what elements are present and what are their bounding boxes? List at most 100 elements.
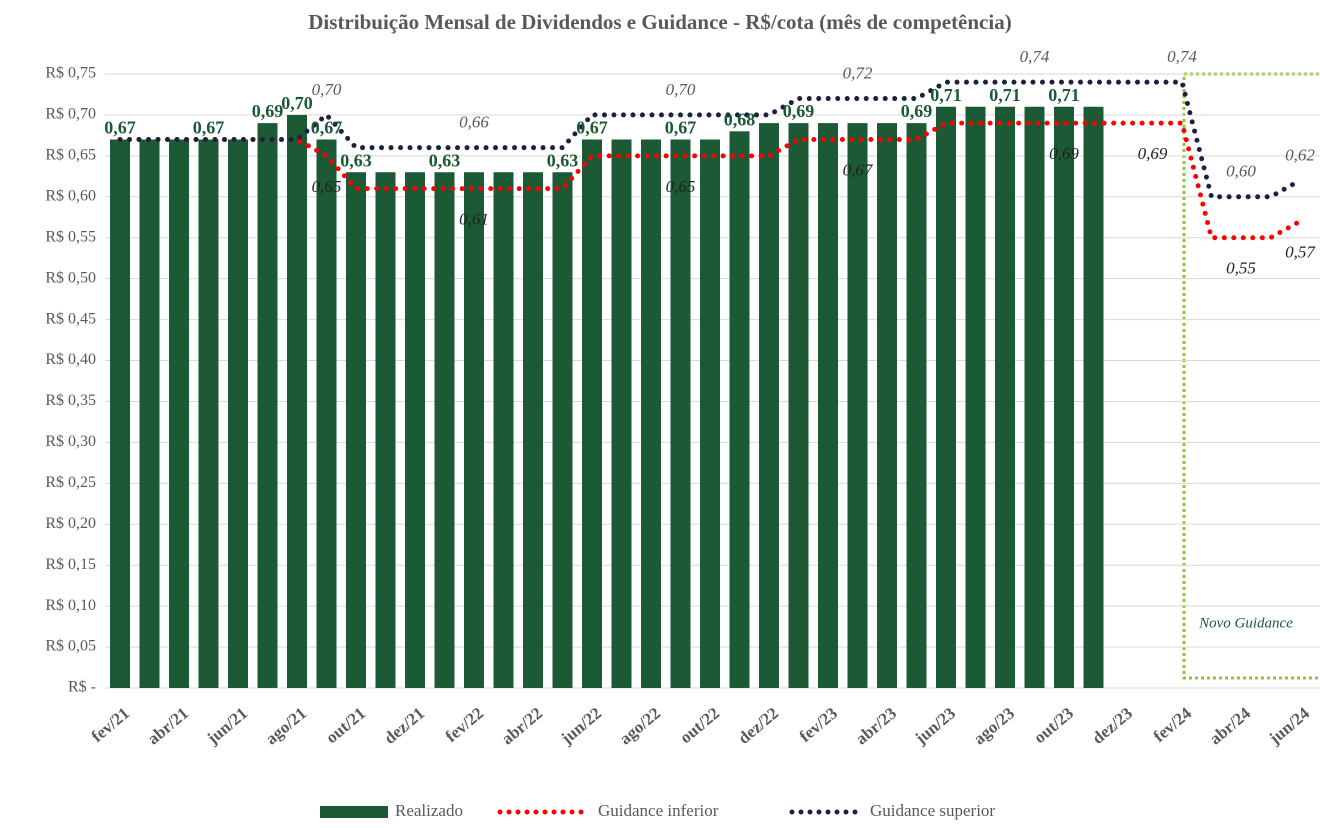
x-tick-label: ago/22 — [616, 704, 664, 749]
y-tick-label: R$ 0,50 — [45, 269, 96, 286]
legend-label: Guidance superior — [870, 801, 995, 820]
data-label: 0,63 — [547, 150, 579, 170]
bar — [287, 114, 307, 688]
y-tick-label: R$ 0,15 — [45, 556, 96, 573]
data-label: 0,74 — [1020, 47, 1050, 66]
data-label: 0,67 — [665, 118, 697, 138]
annotation: Novo Guidance — [1198, 615, 1293, 631]
y-tick-label: R$ - — [68, 679, 96, 696]
x-tick-label: dez/22 — [734, 704, 782, 748]
bar — [110, 139, 130, 688]
data-label: 0,74 — [1167, 47, 1197, 66]
bar — [847, 123, 868, 689]
data-label: 0,71 — [989, 85, 1021, 105]
x-tick-label: out/21 — [322, 704, 369, 748]
bar — [198, 139, 219, 688]
bar — [906, 123, 927, 689]
x-tick-label: fev/21 — [88, 704, 133, 746]
x-tick-label: abr/22 — [498, 704, 546, 749]
data-label: 0,69 — [252, 101, 284, 121]
data-label: 0,71 — [1048, 85, 1080, 105]
y-tick-label: R$ 0,40 — [45, 351, 96, 368]
x-tick-label: jun/23 — [911, 704, 959, 749]
bar — [552, 172, 573, 689]
bar — [877, 123, 897, 689]
bar — [788, 123, 809, 689]
bar — [582, 139, 602, 688]
y-tick-label: R$ 0,65 — [45, 147, 96, 164]
data-label: 0,55 — [1226, 259, 1256, 278]
data-label: 0,69 — [783, 101, 815, 121]
bar — [1083, 106, 1104, 689]
data-label: 0,61 — [459, 210, 489, 229]
bar — [405, 172, 425, 689]
bar — [611, 139, 632, 688]
data-label: 0,69 — [1049, 144, 1079, 163]
x-tick-label: jun/22 — [557, 704, 605, 749]
x-tick-label: abr/24 — [1206, 703, 1255, 748]
data-label: 0,67 — [576, 118, 608, 138]
data-label: 0,67 — [843, 160, 874, 179]
data-label: 0,72 — [843, 63, 873, 82]
data-label: 0,65 — [312, 177, 342, 196]
data-label: 0,67 — [311, 118, 343, 138]
x-tick-label: ago/21 — [262, 704, 310, 749]
legend-label: Guidance inferior — [598, 801, 719, 820]
bar — [1054, 106, 1074, 689]
data-label: 0,62 — [1285, 145, 1315, 164]
bar — [818, 123, 838, 689]
data-label: 0,67 — [193, 118, 225, 138]
data-label: 0,63 — [340, 150, 372, 170]
y-tick-label: R$ 0,55 — [45, 228, 96, 245]
data-label: 0,71 — [930, 85, 962, 105]
x-tick-label: out/22 — [676, 704, 723, 748]
bar — [759, 123, 779, 689]
y-tick-label: R$ 0,20 — [45, 515, 96, 532]
bar — [670, 139, 691, 688]
data-label: 0,69 — [901, 101, 933, 121]
bar — [995, 106, 1015, 689]
data-label: 0,66 — [459, 113, 489, 132]
x-tick-label: fev/24 — [1150, 703, 1196, 746]
bar — [523, 172, 543, 689]
legend-swatch — [320, 806, 388, 818]
line — [117, 79, 1303, 200]
legend-label: Realizado — [395, 801, 463, 820]
data-label: 0,60 — [1226, 162, 1256, 181]
bar — [700, 139, 720, 688]
data-label: 0,68 — [724, 109, 756, 129]
x-tick-label: abr/21 — [144, 704, 192, 749]
x-tick-label: fev/22 — [442, 704, 487, 746]
data-label: 0,70 — [281, 93, 313, 113]
bar — [729, 131, 750, 689]
y-tick-label: R$ 0,25 — [45, 474, 96, 491]
data-label: 0,65 — [666, 177, 696, 196]
y-tick-label: R$ 0,05 — [45, 638, 96, 655]
bar — [346, 172, 366, 689]
data-label: 0,70 — [312, 80, 342, 99]
bar — [1024, 106, 1045, 689]
chart-title: Distribuição Mensal de Dividendos e Guid… — [308, 10, 1011, 34]
bar — [139, 139, 160, 688]
y-tick-label: R$ 0,45 — [45, 310, 96, 327]
x-tick-label: dez/23 — [1088, 704, 1136, 748]
bar — [936, 106, 956, 689]
data-label: 0,57 — [1285, 242, 1316, 261]
x-tick-label: fev/23 — [796, 704, 841, 746]
data-label: 0,63 — [429, 150, 461, 170]
y-tick-label: R$ 0,10 — [45, 597, 96, 614]
bar — [641, 139, 661, 688]
x-tick-label: dez/21 — [380, 704, 428, 748]
bar — [316, 139, 337, 688]
bar — [493, 172, 514, 689]
bar — [965, 106, 986, 689]
y-tick-label: R$ 0,70 — [45, 106, 96, 123]
x-tick-label: jun/24 — [1265, 703, 1314, 748]
bar — [169, 139, 189, 688]
bar — [257, 123, 278, 689]
bar — [228, 139, 248, 688]
x-tick-label: ago/23 — [970, 704, 1018, 749]
line — [117, 120, 1303, 241]
data-label: 0,70 — [666, 80, 696, 99]
data-label: 0,67 — [104, 118, 136, 138]
